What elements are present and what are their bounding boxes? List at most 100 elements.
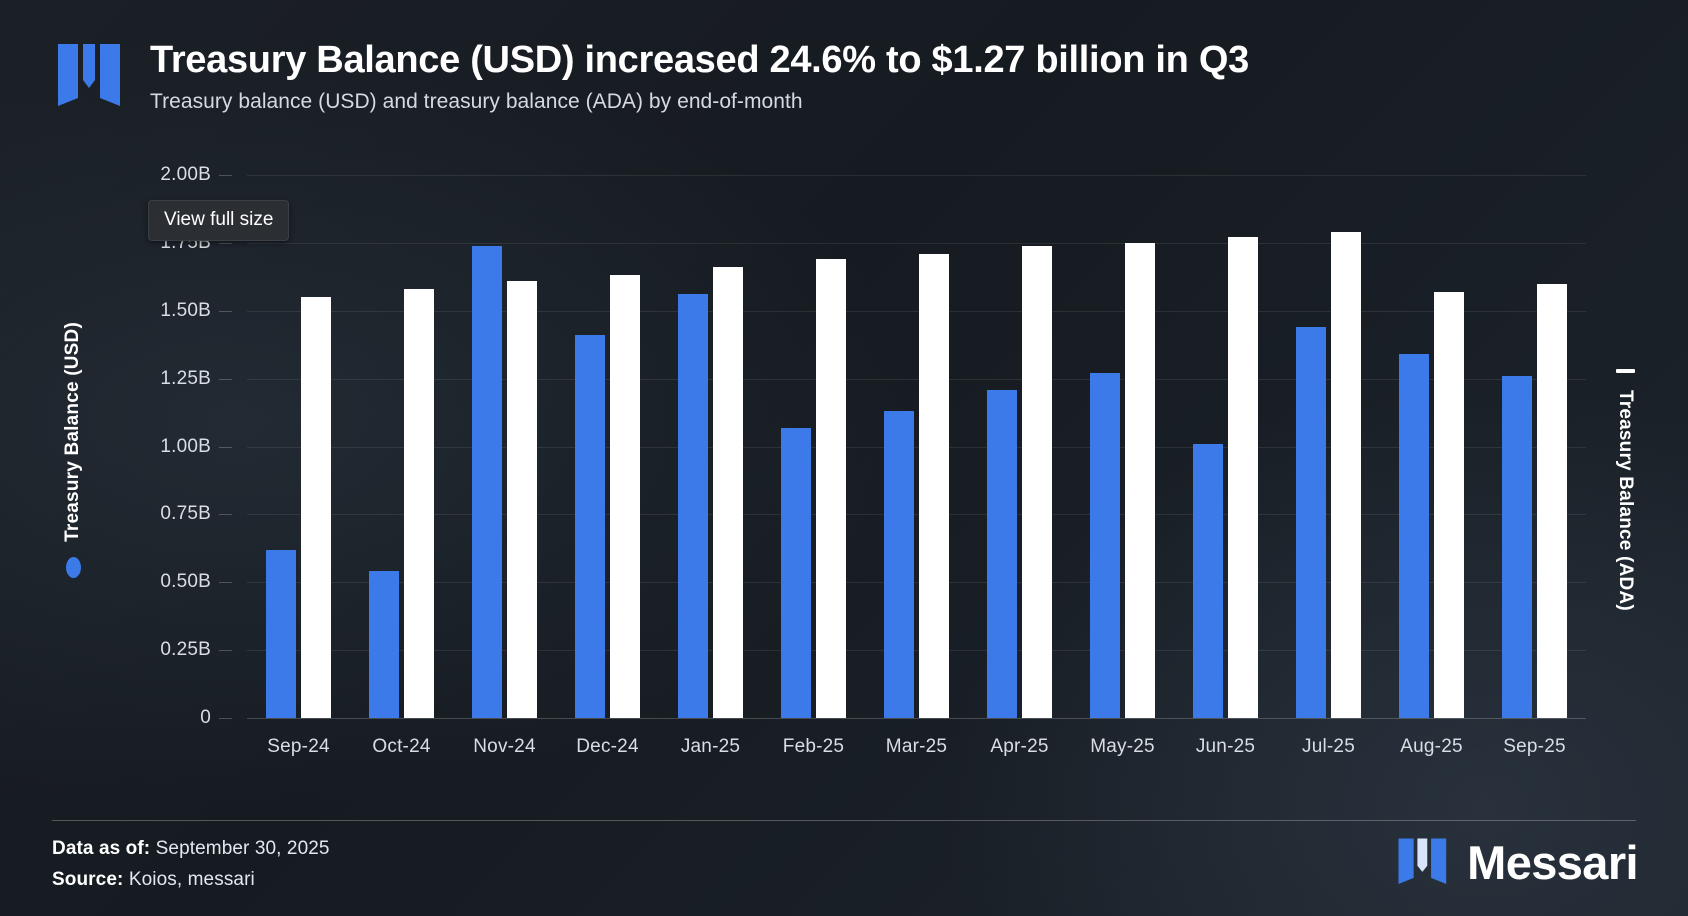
gridline xyxy=(247,650,1586,652)
y-tick-mark xyxy=(219,718,232,719)
white-dash-icon xyxy=(1615,369,1635,374)
bar-group[interactable] xyxy=(1174,175,1277,718)
bar-group[interactable] xyxy=(865,175,968,718)
y-tick-mark xyxy=(219,446,232,448)
bar[interactable] xyxy=(1228,237,1258,718)
bar[interactable] xyxy=(575,335,605,718)
messari-m-logo-icon xyxy=(1397,837,1453,887)
bar[interactable] xyxy=(816,259,846,718)
bar-group[interactable] xyxy=(350,175,453,718)
bar-group[interactable] xyxy=(1483,175,1586,718)
y-axis-tick-labels: 2.00B 1.75B 1.50B 1.25B 1.00B 0.75B 0.50B 0.25B… xyxy=(0,164,232,728)
bar[interactable] xyxy=(369,571,399,718)
bar[interactable] xyxy=(1399,354,1429,718)
data-as-of-label: Data as of: xyxy=(52,838,151,859)
title-block: Treasury Balance (USD) increased 24.6% t… xyxy=(150,34,1249,114)
y-tick-label: 1.25B xyxy=(0,368,232,390)
data-as-of-line: Data as of: September 30, 2025 xyxy=(52,838,330,860)
source-label: Source: xyxy=(52,869,124,890)
y-tick-mark xyxy=(219,582,232,584)
x-tick-label: Dec-24 xyxy=(576,736,639,757)
gridline xyxy=(247,175,1586,176)
bar[interactable] xyxy=(884,411,914,718)
view-full-size-button[interactable]: View full size xyxy=(148,200,290,241)
bar-group[interactable] xyxy=(762,175,865,718)
bar[interactable] xyxy=(1434,291,1464,718)
y-tick-mark xyxy=(219,310,232,312)
bar[interactable] xyxy=(1502,375,1532,718)
bar[interactable] xyxy=(919,253,949,718)
bar[interactable] xyxy=(678,294,708,718)
y-tick-label: 0 xyxy=(0,707,232,729)
gridline xyxy=(247,378,1586,380)
gridline xyxy=(247,514,1586,516)
gridline xyxy=(247,718,1586,719)
bar-groups xyxy=(247,175,1586,718)
y-tick-mark xyxy=(219,514,232,516)
footer-divider xyxy=(52,820,1636,821)
bar[interactable] xyxy=(987,389,1017,718)
bar[interactable] xyxy=(1193,443,1223,718)
y-tick-label: 2.00B xyxy=(0,164,232,186)
bar[interactable] xyxy=(1537,283,1567,718)
bar[interactable] xyxy=(1090,373,1120,718)
bar-group[interactable] xyxy=(1277,175,1380,718)
messari-m-logo-icon xyxy=(52,38,126,112)
bar-group[interactable] xyxy=(968,175,1071,718)
y-tick-label: 1.00B xyxy=(0,436,232,458)
data-as-of-value: September 30, 2025 xyxy=(155,838,330,859)
bar-group[interactable] xyxy=(247,175,350,718)
x-tick-label: Nov-24 xyxy=(473,736,536,757)
gridline xyxy=(247,242,1586,244)
page-subtitle: Treasury balance (USD) and treasury bala… xyxy=(150,90,803,114)
bar[interactable] xyxy=(472,245,502,718)
right-axis-title-group: Treasury Balance (ADA) xyxy=(1602,330,1648,650)
bar[interactable] xyxy=(266,549,296,718)
bar[interactable] xyxy=(610,275,640,718)
x-tick-label: Jan-25 xyxy=(680,736,741,757)
y-tick-label: 0.50B xyxy=(0,571,232,593)
page-title: Treasury Balance (USD) increased 24.6% t… xyxy=(150,39,1249,81)
gridline xyxy=(247,446,1586,448)
source-line: Source: Koios, messari xyxy=(52,869,330,891)
bar-group[interactable] xyxy=(659,175,762,718)
gridline xyxy=(247,310,1586,312)
x-tick-label: Jul-25 xyxy=(1302,736,1355,757)
footer-brand: Messari xyxy=(1397,835,1639,889)
source-value: Koios, messari xyxy=(128,869,255,890)
bar[interactable] xyxy=(301,297,331,718)
x-axis-tick-labels: Sep-24 Oct-24 Nov-24 Dec-24 Jan-25 Feb-25 Mar-… xyxy=(247,736,1586,758)
bar[interactable] xyxy=(1296,327,1326,718)
x-tick-label: Aug-25 xyxy=(1400,736,1463,757)
bar[interactable] xyxy=(1331,232,1361,718)
x-tick-label: Sep-25 xyxy=(1503,736,1566,757)
bar-group[interactable] xyxy=(1380,175,1483,718)
x-tick-label: Sep-24 xyxy=(267,736,330,757)
y-tick-label: 0.25B xyxy=(0,639,232,661)
bar-group[interactable] xyxy=(1071,175,1174,718)
x-tick-label: May-25 xyxy=(1090,736,1155,757)
y-tick-mark xyxy=(219,378,232,380)
x-tick-label: Apr-25 xyxy=(990,736,1049,757)
bar[interactable] xyxy=(1125,242,1155,718)
y-tick-mark xyxy=(219,242,232,244)
bar[interactable] xyxy=(713,267,743,718)
bar[interactable] xyxy=(1022,245,1052,718)
bar-group[interactable] xyxy=(453,175,556,718)
bar[interactable] xyxy=(507,280,537,718)
y-tick-label: 1.50B xyxy=(0,300,232,322)
x-tick-label: Oct-24 xyxy=(372,736,431,757)
y-tick-mark xyxy=(219,175,232,176)
gridline xyxy=(247,582,1586,584)
footer-meta: Data as of: September 30, 2025 Source: K… xyxy=(52,838,330,900)
blue-dot-icon xyxy=(65,557,81,579)
x-tick-label: Mar-25 xyxy=(885,736,948,757)
bar-group[interactable] xyxy=(556,175,659,718)
plot-area xyxy=(247,175,1586,719)
chart-header: Treasury Balance (USD) increased 24.6% t… xyxy=(52,34,1249,114)
bar[interactable] xyxy=(781,427,811,718)
y-tick-label: 0.75B xyxy=(0,503,232,525)
bar[interactable] xyxy=(404,289,434,718)
y-tick-mark xyxy=(219,650,232,652)
brand-wordmark: Messari xyxy=(1467,835,1638,889)
